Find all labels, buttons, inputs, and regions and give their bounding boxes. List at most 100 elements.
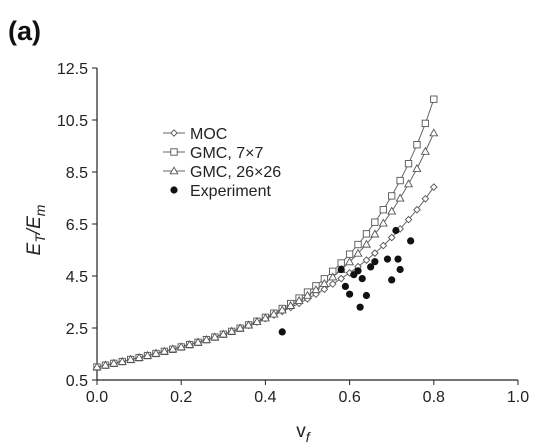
data-point-diamond bbox=[379, 241, 388, 250]
data-point-diamond bbox=[337, 274, 346, 283]
data-point-triangle bbox=[210, 332, 220, 341]
plot-area bbox=[92, 95, 439, 371]
data-point-triangle bbox=[311, 285, 321, 294]
legend-item: MOC bbox=[163, 126, 227, 143]
legend: MOC GMC, 7×7 GMC, 26×26 Experiment bbox=[163, 126, 281, 200]
data-point-triangle bbox=[109, 358, 119, 367]
y-title-main: E bbox=[24, 242, 45, 255]
experiment-point bbox=[354, 267, 362, 275]
data-point-diamond bbox=[362, 256, 371, 264]
data-point-triangle bbox=[286, 300, 296, 309]
y-tick-label: 12.5 bbox=[57, 61, 88, 78]
data-point-triangle bbox=[412, 163, 422, 172]
data-point-triangle bbox=[227, 326, 237, 335]
legend-label: Experiment bbox=[190, 183, 271, 200]
data-point-square bbox=[430, 95, 438, 103]
data-point-square bbox=[362, 230, 371, 238]
data-point-triangle bbox=[100, 360, 110, 369]
legend-label: GMC, 26×26 bbox=[190, 164, 281, 181]
data-point-diamond bbox=[429, 183, 438, 191]
data-point-diamond bbox=[328, 280, 337, 288]
data-point-triangle bbox=[403, 179, 414, 188]
data-point-triangle bbox=[328, 272, 338, 281]
y-title-sub2: m bbox=[32, 204, 48, 216]
data-point-triangle bbox=[420, 146, 430, 155]
experiment-point bbox=[396, 265, 404, 274]
y-tick-label: 6.5 bbox=[66, 217, 88, 234]
experiment-point bbox=[394, 255, 402, 263]
series-line bbox=[96, 186, 435, 368]
x-tick-label: 1.0 bbox=[507, 389, 529, 406]
y-title-sub1: T bbox=[32, 233, 48, 243]
axes: 0.0 0.2 0.4 0.6 0.8 1.0 0.5 2.5 4.5 6.5 8.5 10.5 12.… bbox=[57, 61, 529, 406]
data-point-triangle bbox=[92, 362, 102, 371]
legend-marker bbox=[170, 186, 178, 194]
data-point-triangle bbox=[395, 193, 405, 202]
x-tick-label: 0.4 bbox=[254, 389, 276, 406]
legend-marker bbox=[169, 166, 179, 175]
x-tick-label: 0.2 bbox=[170, 389, 192, 406]
experiment-point bbox=[392, 226, 400, 235]
experiment-point bbox=[356, 303, 364, 311]
legend-marker bbox=[170, 148, 178, 156]
experiment-point bbox=[346, 290, 354, 298]
data-point-square bbox=[404, 160, 413, 168]
panel-label: (a) bbox=[8, 16, 41, 46]
data-point-triangle bbox=[269, 309, 279, 318]
experiment-point bbox=[341, 282, 349, 290]
data-point-diamond bbox=[413, 205, 421, 214]
data-point-diamond bbox=[371, 249, 379, 257]
data-point-triangle bbox=[168, 344, 178, 353]
legend-item: GMC, 7×7 bbox=[163, 145, 263, 162]
experiment-point bbox=[278, 328, 286, 336]
data-point-square bbox=[371, 218, 379, 226]
data-point-triangle bbox=[218, 329, 228, 338]
data-point-triangle bbox=[151, 348, 161, 357]
data-point-triangle bbox=[117, 356, 127, 365]
data-point-triangle bbox=[134, 352, 144, 361]
experiment-point bbox=[362, 291, 371, 300]
data-point-triangle bbox=[142, 350, 153, 359]
data-point-diamond bbox=[320, 285, 329, 294]
x-tick-label: 0.6 bbox=[338, 389, 360, 406]
x-tick-label: 0.8 bbox=[423, 389, 445, 406]
data-point-triangle bbox=[429, 128, 439, 137]
data-point-triangle bbox=[252, 317, 262, 326]
experiment-point bbox=[337, 265, 345, 274]
data-point-triangle bbox=[370, 229, 380, 238]
data-point-triangle bbox=[302, 290, 313, 299]
data-point-triangle bbox=[126, 354, 136, 363]
y-tick-label: 4.5 bbox=[66, 269, 88, 286]
data-point-triangle bbox=[387, 206, 397, 215]
x-axis-title: vf bbox=[296, 421, 312, 445]
data-point-triangle bbox=[260, 313, 270, 322]
data-point-triangle bbox=[361, 239, 372, 248]
data-point-triangle bbox=[235, 323, 245, 332]
data-point-triangle bbox=[243, 320, 254, 329]
experiment-point bbox=[407, 237, 415, 245]
data-point-triangle bbox=[277, 305, 287, 314]
data-point-triangle bbox=[353, 248, 363, 257]
data-point-square bbox=[421, 119, 430, 128]
data-point-square bbox=[379, 206, 387, 214]
data-point-triangle bbox=[345, 257, 355, 266]
data-point-triangle bbox=[319, 278, 329, 287]
legend-label: MOC bbox=[190, 126, 227, 143]
y-title-mid: /E bbox=[24, 216, 45, 236]
data-point-diamond bbox=[404, 215, 413, 224]
experiment-point bbox=[371, 258, 379, 266]
y-tick-label: 2.5 bbox=[66, 321, 88, 338]
x-title-sub: f bbox=[306, 429, 312, 445]
experiment-point bbox=[358, 275, 366, 283]
experiment-point bbox=[383, 255, 392, 263]
series-square bbox=[93, 95, 438, 371]
data-point-triangle bbox=[294, 295, 304, 304]
data-point-triangle bbox=[201, 334, 212, 343]
data-point-square bbox=[396, 176, 404, 185]
data-point-square bbox=[413, 141, 421, 149]
experiment-point bbox=[367, 263, 375, 271]
data-point-triangle bbox=[193, 337, 203, 346]
y-tick-label: 8.5 bbox=[66, 165, 88, 182]
y-tick-label: 0.5 bbox=[66, 373, 88, 390]
data-point-diamond bbox=[421, 194, 430, 203]
